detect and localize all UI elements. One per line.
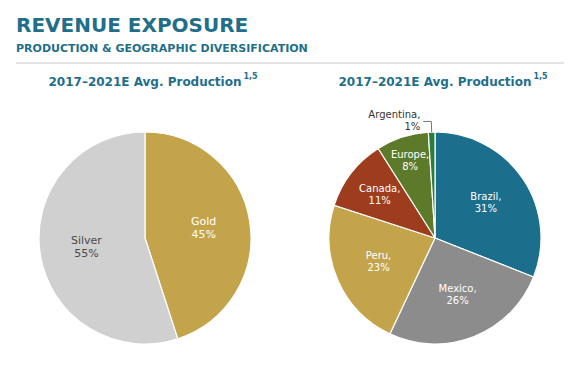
slice-label: Canada,11% [359, 183, 400, 206]
slice-value: 8% [402, 161, 418, 172]
slices [39, 132, 251, 344]
slice-value: 45% [191, 228, 215, 241]
slice-value: 55% [74, 247, 98, 260]
chart-root: REVENUE EXPOSURE PRODUCTION & GEOGRAPHIC … [0, 0, 580, 368]
slice-label: Peru,23% [366, 250, 391, 273]
slice-category: Peru, [366, 250, 391, 261]
pie-slice [428, 132, 435, 238]
title: REVENUE EXPOSURE [16, 13, 248, 37]
slices [329, 132, 541, 344]
slice-label: Brazil,31% [470, 191, 501, 214]
leader-line [423, 121, 431, 132]
slice-labels: Brazil,31% Mexico,26% Peru,23% Canada,11% Eu… [359, 109, 501, 306]
slice-label: Silver55% [71, 234, 102, 260]
slice-value: 26% [447, 295, 469, 306]
slice-category: Canada, [359, 183, 400, 194]
slice-category: Brazil, [470, 191, 501, 202]
slice-value: 31% [475, 203, 497, 214]
slice-value: 11% [369, 195, 391, 206]
slice-category: Mexico, [439, 283, 477, 294]
slice-label: Mexico,26% [439, 283, 477, 306]
title-footnote: 1,5 [244, 72, 259, 81]
slice-label: Gold45% [191, 215, 216, 241]
slice-label: Europe,8% [391, 149, 429, 172]
slice-category: Argentina, [368, 109, 420, 120]
chart-title: 2017–2021E Avg. Production [48, 75, 241, 89]
slice-labels: Gold45% Silver55% [71, 215, 216, 260]
slice-category: Europe, [391, 149, 429, 160]
pie-chart: 2017–2021E Avg. Production1,5 Gold45% Silv… [39, 72, 258, 344]
slice-value: 1% [404, 121, 420, 132]
divider [16, 63, 564, 64]
slice-category: Silver [71, 234, 102, 247]
pie-slice [39, 132, 178, 344]
slice-value: 23% [367, 262, 389, 273]
pie-chart: 2017–2021E Avg. Production1,5 Brazil,31% M… [329, 72, 548, 344]
slice-label: Argentina,1% [368, 109, 420, 132]
slice-category: Gold [191, 215, 216, 228]
chart-title: 2017–2021E Avg. Production [338, 75, 531, 89]
subtitle: PRODUCTION & GEOGRAPHIC DIVERSIFICATION [16, 42, 308, 55]
title-footnote: 1,5 [534, 72, 549, 81]
